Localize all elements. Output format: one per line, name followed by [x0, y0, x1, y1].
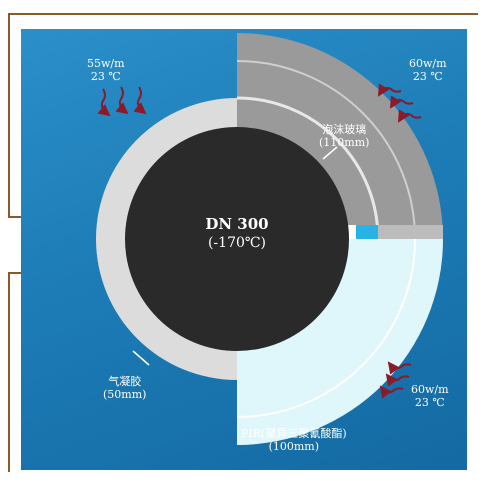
aerogel-label: 气凝胶 (50mm) — [103, 375, 146, 401]
temp-top-left: 23 ℃ — [90, 70, 121, 83]
heat-arrows-top-left — [97, 86, 147, 117]
heat-flux-top-right: 60w/m — [409, 57, 447, 70]
foam-leader-line — [322, 146, 338, 160]
pir-mid-arc — [236, 238, 416, 418]
heat-label-top-left: 55w/m 23 ℃ — [87, 57, 125, 83]
foam-mid-arc — [236, 60, 416, 240]
frame-stub-lower — [8, 272, 22, 274]
pipe-label: DN 300 (-170℃) — [177, 215, 297, 251]
pir-label: PIR(聚异三聚氰酸酯) (100mm) — [241, 427, 347, 453]
layer-band-accent — [356, 225, 378, 239]
heat-flux-top-left: 55w/m — [87, 57, 125, 70]
insulation-diagram — [96, 33, 443, 445]
frame-left-line-lower — [8, 272, 10, 472]
temp-bottom-right: 23 ℃ — [414, 396, 445, 409]
frame-stub-upper — [8, 216, 22, 218]
heat-label-bottom-right: 60w/m 23 ℃ — [411, 383, 449, 409]
pir-name: PIR(聚异三聚氰酸酯) — [241, 427, 347, 440]
foam-inner-arc — [236, 96, 380, 240]
pipe-temperature: (-170℃) — [207, 235, 267, 251]
heat-flux-bottom-right: 60w/m — [411, 383, 449, 396]
aerogel-leader-line — [132, 350, 150, 366]
aerogel-name: 气凝胶 — [108, 375, 142, 388]
frame-top-line — [8, 13, 478, 15]
pipe-size: DN 300 — [205, 215, 269, 233]
heat-arrows-bottom-right — [379, 361, 412, 399]
layer-band-gray — [378, 225, 443, 239]
foam-glass-thickness: (110mm) — [319, 136, 370, 149]
foam-glass-label: 泡沫玻璃 (110mm) — [319, 123, 369, 149]
heat-arrows-top-right — [377, 83, 422, 123]
foam-glass-name: 泡沫玻璃 — [322, 123, 367, 136]
aerogel-thickness: (50mm) — [103, 388, 147, 401]
temp-top-right: 23 ℃ — [412, 70, 443, 83]
pipe-core — [125, 127, 349, 351]
heat-label-top-right: 60w/m 23 ℃ — [409, 57, 447, 83]
frame-left-line-upper — [8, 13, 10, 218]
diagram-panel: 55w/m 23 ℃ 60w/m 23 ℃ 泡沫玻璃 (110mm) DN 30… — [21, 29, 467, 470]
pir-thickness: (100mm) — [268, 440, 320, 453]
